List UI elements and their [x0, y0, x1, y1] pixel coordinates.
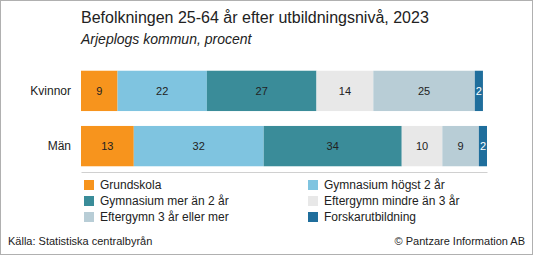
- legend-label: Eftergymn 3 år eller mer: [100, 210, 229, 224]
- data-label: 2: [480, 140, 486, 152]
- bar-segment: [81, 126, 134, 166]
- bar-segment: [373, 71, 475, 111]
- data-label: 13: [101, 140, 113, 152]
- bar-segment: [134, 126, 264, 166]
- credit: © Pantzare Information AB: [395, 235, 525, 247]
- legend: Grundskola Gymnasium högst 2 år Gymnasium …: [84, 178, 459, 224]
- bar-segment: [479, 126, 487, 166]
- tick-label: Män: [48, 139, 71, 153]
- bar-segment: [81, 71, 118, 111]
- tick-label: Kvinnor: [30, 84, 71, 98]
- legend-label: Gymnasium mer än 2 år: [100, 194, 229, 208]
- legend-swatch: [308, 212, 318, 222]
- source: Källa: Statistiska centralbyrån: [8, 235, 152, 247]
- data-label: 10: [416, 140, 428, 152]
- title: Befolkningen 25-64 år efter utbildningsn…: [81, 9, 429, 26]
- tick: Män: [48, 139, 71, 153]
- data-label: 14: [339, 85, 351, 97]
- data-label: 9: [458, 140, 464, 152]
- legend-swatch: [84, 196, 94, 206]
- bars: [81, 71, 487, 167]
- data-label: 34: [327, 140, 339, 152]
- bar-segment: [475, 71, 483, 111]
- legend-swatch: [308, 196, 318, 206]
- bar-segment: [264, 126, 402, 166]
- bar-segment: [118, 71, 207, 111]
- bar-segment: [442, 126, 479, 166]
- x-axis: [82, 172, 488, 173]
- legend-swatch: [84, 212, 94, 222]
- data-label: 9: [96, 85, 102, 97]
- bar-segment: [207, 71, 317, 111]
- legend-label: Eftergymn mindre än 3 år: [324, 194, 459, 208]
- legend-label: Forskarutbildning: [324, 210, 416, 224]
- bar-segment: [316, 71, 373, 111]
- y-axis: Kvinnor Män: [30, 84, 71, 153]
- frame: [1, 1, 533, 255]
- legend-label: Grundskola: [100, 178, 162, 192]
- data-label: 22: [156, 85, 168, 97]
- legend-swatch: [308, 180, 318, 190]
- data-labels: 91322322734141025922: [96, 85, 486, 152]
- chart: Befolkningen 25-64 år efter utbildningsn…: [0, 0, 533, 255]
- axis-line: [82, 172, 488, 173]
- data-label: 2: [476, 85, 482, 97]
- data-label: 25: [418, 85, 430, 97]
- data-label: 32: [193, 140, 205, 152]
- data-label: 27: [256, 85, 268, 97]
- legend-swatch: [84, 180, 94, 190]
- tick: Kvinnor: [30, 84, 71, 98]
- legend-label: Gymnasium högst 2 år: [324, 178, 445, 192]
- subtitle: Arjeplogs kommun, procent: [80, 31, 253, 47]
- bar-segment: [402, 126, 443, 166]
